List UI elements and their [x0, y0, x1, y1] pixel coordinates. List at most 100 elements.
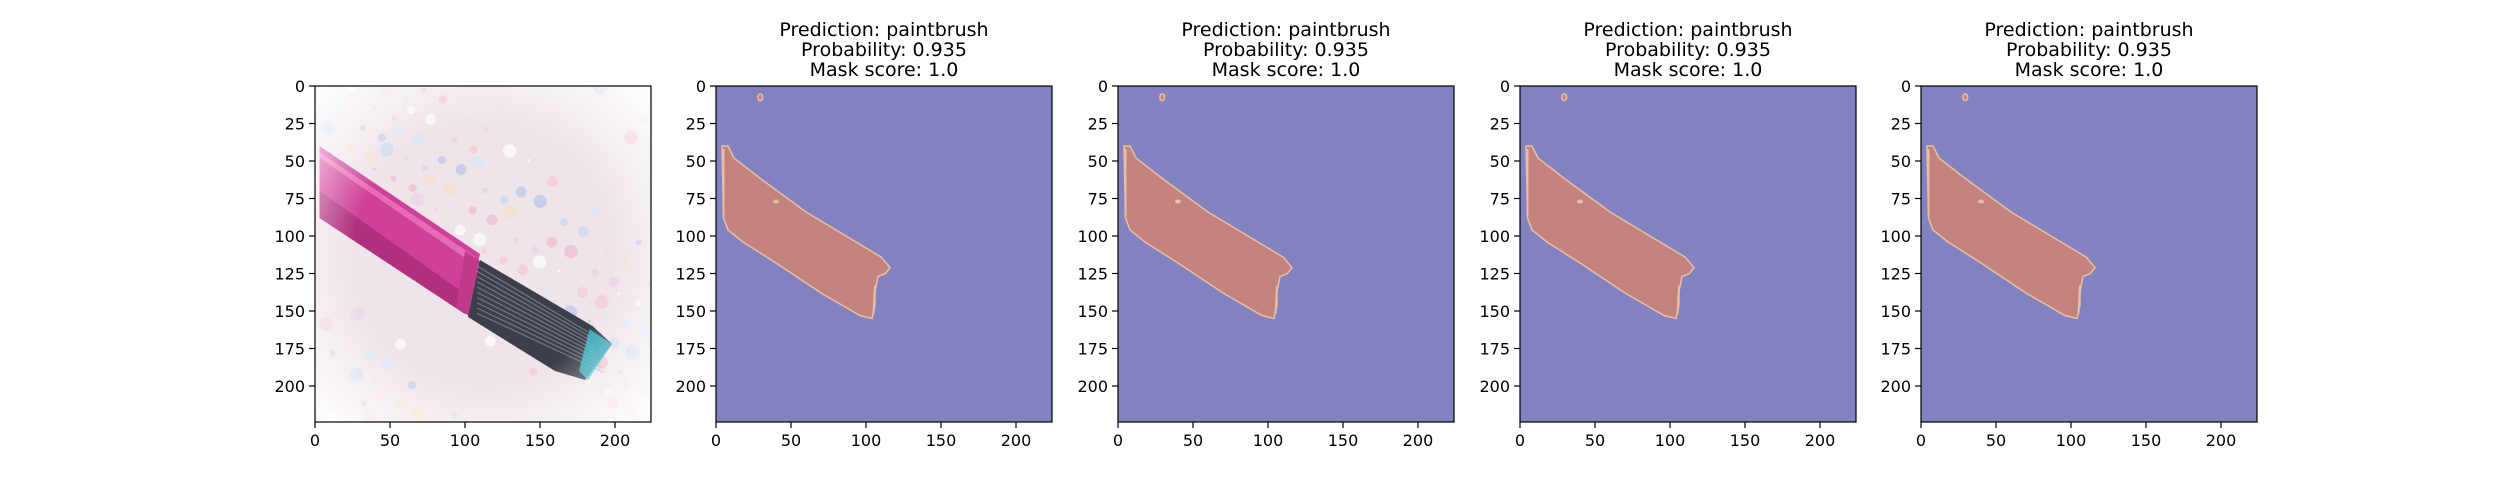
x-tick-label: 100 [2056, 431, 2087, 450]
y-tick-label: 50 [1490, 152, 1510, 171]
mask-spot [1577, 199, 1583, 204]
x-tick-label: 200 [1403, 431, 1434, 450]
panel-image [716, 86, 1052, 422]
x-tick-label: 0 [711, 431, 721, 450]
x-tick-label: 0 [1916, 431, 1926, 450]
panel-2: 0 50 100 150 200 0 25 50 75 100 125 150 175 200 Predic… [675, 19, 1053, 450]
y-tick-label: 25 [686, 115, 706, 134]
x-tick-label: 100 [1253, 431, 1284, 450]
y-tick-label: 0 [295, 77, 305, 96]
y-tick-label: 75 [285, 190, 305, 209]
axes-frame [1519, 85, 1857, 423]
panel-title-line: Prediction: paintbrush [779, 19, 988, 41]
y-tick-label: 175 [274, 340, 305, 359]
panel-3: 0 50 100 150 200 0 25 50 75 100 125 150 175 200 Predic… [1077, 19, 1455, 450]
x-tick-label: 200 [2206, 431, 2237, 450]
y-tick-label: 125 [1077, 265, 1108, 284]
x-tick-label: 0 [1515, 431, 1525, 450]
x-tick-label: 100 [851, 431, 882, 450]
x-tick-label: 200 [1001, 431, 1032, 450]
y-tick-label: 125 [1880, 265, 1911, 284]
y-tick-label: 100 [675, 227, 706, 246]
mask-spot [773, 199, 779, 204]
mask-blob [1159, 93, 1166, 102]
x-tick-label: 200 [1805, 431, 1836, 450]
axes-frame [314, 85, 652, 423]
x-tick-label: 100 [450, 431, 481, 450]
y-tick-label: 125 [274, 265, 305, 284]
y-tick-label: 0 [696, 77, 706, 96]
panel-image [1921, 86, 2257, 422]
y-tick-label: 50 [686, 152, 706, 171]
axes-frame [1117, 85, 1455, 423]
mask-spot [1978, 199, 1984, 204]
y-tick-label: 200 [1880, 377, 1911, 396]
y-tick-label: 50 [1088, 152, 1108, 171]
panel-title-line: Mask score: 1.0 [810, 59, 959, 81]
x-tick-label: 200 [600, 431, 631, 450]
y-tick-label: 175 [1077, 340, 1108, 359]
x-tick-label: 150 [926, 431, 957, 450]
x-tick-label: 150 [525, 431, 556, 450]
y-tick-label: 200 [274, 377, 305, 396]
y-tick-label: 100 [1479, 227, 1510, 246]
panel-title-line: Probability: 0.935 [2006, 39, 2172, 61]
y-tick-label: 200 [675, 377, 706, 396]
y-tick-label: 25 [1891, 115, 1911, 134]
panel-title-line: Probability: 0.935 [801, 39, 967, 61]
y-tick-label: 75 [1891, 190, 1911, 209]
y-tick-label: 100 [274, 227, 305, 246]
y-tick-label: 150 [1077, 302, 1108, 321]
mask-region [1525, 145, 1695, 320]
y-tick-label: 75 [1490, 190, 1510, 209]
x-tick-label: 150 [1730, 431, 1761, 450]
mask-blob [1561, 93, 1568, 102]
x-tick-label: 50 [1183, 431, 1203, 450]
y-tick-label: 0 [1098, 77, 1108, 96]
panel-title-line: Mask score: 1.0 [1614, 59, 1763, 81]
mask-region [721, 145, 891, 320]
panel-title-line: Mask score: 1.0 [1212, 59, 1361, 81]
panel-title-line: Prediction: paintbrush [1583, 19, 1792, 41]
x-tick-label: 50 [1585, 431, 1605, 450]
y-tick-label: 150 [274, 302, 305, 321]
panel-1: 0 50 100 150 200 0 25 50 75 100 125 150 175 200 [274, 77, 652, 450]
y-tick-label: 25 [1088, 115, 1108, 134]
x-tick-label: 150 [1328, 431, 1359, 450]
y-tick-label: 175 [1479, 340, 1510, 359]
x-tick-label: 0 [310, 431, 320, 450]
y-tick-label: 150 [1880, 302, 1911, 321]
axes-frame [715, 85, 1053, 423]
x-tick-label: 50 [380, 431, 400, 450]
y-tick-label: 50 [285, 152, 305, 171]
x-tick-label: 0 [1113, 431, 1123, 450]
y-tick-label: 200 [1077, 377, 1108, 396]
y-tick-label: 0 [1901, 77, 1911, 96]
mask-spot [1175, 199, 1181, 204]
y-tick-label: 75 [686, 190, 706, 209]
mask-region [1926, 145, 2096, 320]
y-tick-label: 150 [1479, 302, 1510, 321]
x-tick-label: 150 [2131, 431, 2162, 450]
y-tick-label: 125 [675, 265, 706, 284]
y-tick-label: 50 [1891, 152, 1911, 171]
axes-frame [1920, 85, 2258, 423]
y-tick-label: 200 [1479, 377, 1510, 396]
mask-region [1123, 145, 1293, 320]
mask-blob [757, 93, 764, 102]
panel-image [1520, 86, 1856, 422]
panel-4: 0 50 100 150 200 0 25 50 75 100 125 150 175 200 Predic… [1479, 19, 1857, 450]
y-tick-label: 25 [285, 115, 305, 134]
x-tick-label: 50 [781, 431, 801, 450]
y-tick-label: 25 [1490, 115, 1510, 134]
panel-title-line: Probability: 0.935 [1203, 39, 1369, 61]
x-tick-label: 50 [1986, 431, 2006, 450]
y-tick-label: 100 [1077, 227, 1108, 246]
panel-title-line: Mask score: 1.0 [2015, 59, 2164, 81]
y-tick-label: 150 [675, 302, 706, 321]
x-tick-label: 100 [1655, 431, 1686, 450]
y-tick-label: 100 [1880, 227, 1911, 246]
y-tick-label: 175 [1880, 340, 1911, 359]
panel-title-line: Prediction: paintbrush [1181, 19, 1390, 41]
